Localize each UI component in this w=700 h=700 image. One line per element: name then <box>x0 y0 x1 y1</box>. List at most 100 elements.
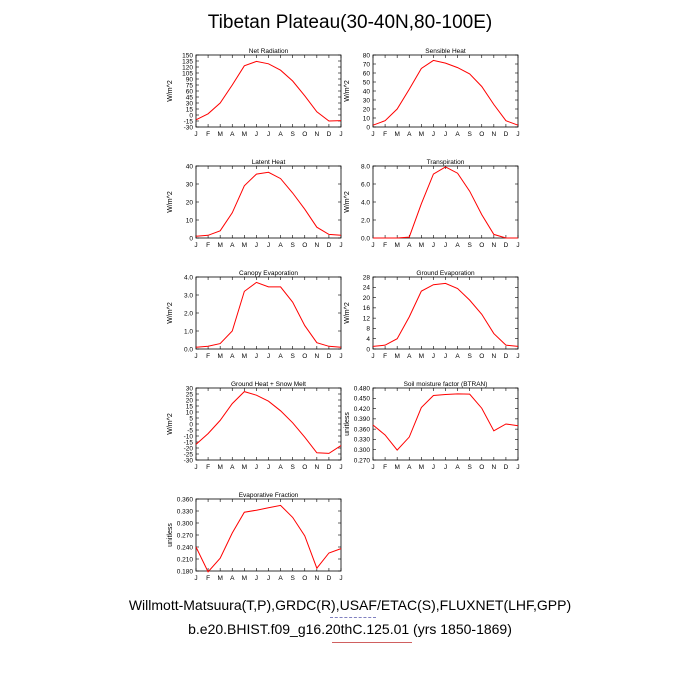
x-tick-label: S <box>467 464 472 471</box>
y-tick-label: 70 <box>363 61 371 68</box>
x-tick-label: F <box>383 242 387 249</box>
series-line <box>195 281 342 348</box>
y-tick-label: 50 <box>363 79 371 86</box>
x-tick-label: A <box>455 242 460 249</box>
x-tick-label: J <box>339 242 342 249</box>
chart-panel: Net Radiation -30-15015304560759010512013… <box>167 48 343 138</box>
y-tick-label: -30 <box>184 124 194 131</box>
x-tick-label: J <box>432 353 435 360</box>
chart-title: Sensible Heat <box>425 48 466 55</box>
x-tick-label: J <box>516 131 519 138</box>
y-tick-label: 120 <box>182 64 193 71</box>
x-tick-label: A <box>407 464 412 471</box>
chart-title: Ground Evaporation <box>416 270 475 277</box>
y-axis-label: unitless <box>344 412 351 436</box>
y-tick-label: 12 <box>363 315 371 322</box>
chart-title: Net Radiation <box>249 48 289 55</box>
x-tick-label: A <box>230 353 235 360</box>
y-tick-label: 0.210 <box>177 556 194 563</box>
y-tick-label: 135 <box>182 58 193 65</box>
y-tick-label: 24 <box>363 285 371 292</box>
x-tick-label: M <box>394 242 399 249</box>
x-tick-label: J <box>267 353 270 360</box>
chart-panel: Ground Heat + Snow Melt -30-25-20-15-10-5… <box>167 381 343 471</box>
y-tick-label: -15 <box>184 439 194 446</box>
y-tick-label: 10 <box>186 217 194 224</box>
y-tick-label: 20 <box>186 397 194 404</box>
x-tick-label: M <box>242 353 247 360</box>
x-tick-label: J <box>255 575 258 582</box>
series-line <box>373 166 518 239</box>
y-tick-label: 0 <box>189 112 193 119</box>
x-tick-label: J <box>267 242 270 249</box>
x-tick-label: N <box>314 131 319 138</box>
x-tick-label: M <box>217 353 222 360</box>
x-tick-label: M <box>242 575 247 582</box>
series-line <box>372 282 519 347</box>
y-tick-label: 0.330 <box>354 437 371 444</box>
x-tick-label: A <box>230 575 235 582</box>
x-tick-label: D <box>504 464 509 471</box>
x-tick-label: S <box>290 242 295 249</box>
x-tick-label: M <box>419 353 424 360</box>
y-tick-label: 15 <box>186 106 194 113</box>
y-tick-label: 0.330 <box>177 508 194 515</box>
x-tick-label: F <box>383 353 387 360</box>
footer-sources: Willmott-Matsuura(T,P),GRDC(R),USAF/ETAC… <box>128 597 572 613</box>
x-tick-label: N <box>491 131 496 138</box>
x-tick-label: J <box>255 242 258 249</box>
x-tick-label: M <box>242 242 247 249</box>
chart-title: Soil moisture factor (BTRAN) <box>404 381 488 388</box>
x-tick-label: J <box>339 464 342 471</box>
x-tick-label: M <box>419 242 424 249</box>
x-tick-label: D <box>504 353 509 360</box>
x-tick-label: J <box>516 242 519 249</box>
y-tick-label: 0.240 <box>177 544 194 551</box>
x-tick-label: O <box>302 464 307 471</box>
y-axis-label: W/m^2 <box>167 80 174 102</box>
y-tick-label: 25 <box>186 391 194 398</box>
y-tick-label: 4.0 <box>361 199 370 206</box>
y-tick-label: 0.0 <box>184 346 193 353</box>
y-tick-label: 0 <box>189 235 193 242</box>
chart-title: Evaporative Fraction <box>239 492 299 499</box>
plot-frame <box>195 387 342 461</box>
x-tick-label: J <box>371 353 374 360</box>
y-tick-label: 16 <box>363 305 371 312</box>
plot-frame <box>372 387 519 461</box>
y-tick-label: 2.0 <box>184 310 193 317</box>
y-tick-label: 8 <box>366 326 370 333</box>
x-tick-label: A <box>278 131 283 138</box>
x-tick-label: F <box>206 575 210 582</box>
x-tick-label: J <box>516 353 519 360</box>
x-tick-label: J <box>444 353 447 360</box>
x-tick-label: N <box>491 353 496 360</box>
y-tick-label: 0.0 <box>361 235 370 242</box>
x-tick-label: D <box>327 464 332 471</box>
x-tick-label: J <box>267 575 270 582</box>
y-tick-label: 2.0 <box>361 217 370 224</box>
x-tick-label: J <box>339 353 342 360</box>
x-tick-label: D <box>327 353 332 360</box>
y-tick-label: 30 <box>363 97 371 104</box>
x-tick-label: J <box>194 353 197 360</box>
y-tick-label: -20 <box>184 445 194 452</box>
x-tick-label: A <box>278 353 283 360</box>
x-tick-label: O <box>479 464 484 471</box>
x-tick-label: A <box>407 131 412 138</box>
series-line <box>372 393 519 451</box>
x-tick-label: O <box>302 353 307 360</box>
x-tick-label: J <box>432 131 435 138</box>
x-tick-label: J <box>194 131 197 138</box>
y-tick-label: 20 <box>363 295 371 302</box>
y-tick-label: 90 <box>186 76 194 83</box>
y-tick-label: 0 <box>366 124 370 131</box>
y-tick-label: 4.0 <box>184 274 193 281</box>
x-tick-label: F <box>383 464 387 471</box>
x-tick-label: J <box>371 242 374 249</box>
x-tick-label: M <box>394 464 399 471</box>
